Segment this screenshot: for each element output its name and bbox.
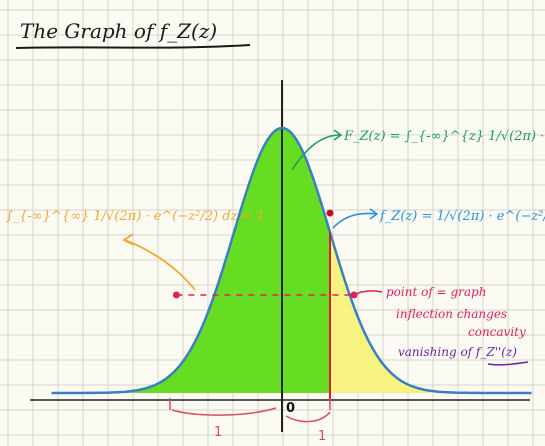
bell-curve: [51, 126, 532, 395]
inflection-text-3: concavity: [468, 325, 526, 339]
title-underline: [15, 44, 251, 49]
cdf-formula: F_Z(z) = ∫_{-∞}^{z} 1/√(2π) · e^(−t²/2) …: [343, 129, 545, 144]
area-under-curve-green: [51, 128, 330, 393]
inflection-arrow: [351, 290, 383, 297]
cdf-arrowhead: [333, 129, 343, 141]
area-right-tail-yellow: [330, 232, 532, 393]
vanishing-text: vanishing of f_Z''(z): [398, 345, 517, 359]
unit-bracket-right: 1: [285, 398, 331, 444]
total-probability-arrow: [124, 239, 196, 291]
vanishing-underline: [487, 361, 529, 366]
unit-bracket-left: 1: [169, 398, 277, 440]
cdf-arrow: [291, 134, 341, 171]
total-probability-arrowhead: [122, 233, 135, 246]
pdf-arrowhead: [369, 208, 379, 220]
pdf-formula: f_Z(z) = 1/√(2π) · e^(−z²/2): [379, 209, 545, 224]
unit-left-label: 1: [214, 425, 222, 440]
inflection-text-2: inflection changes: [396, 307, 507, 321]
unit-right-label: 1: [318, 429, 326, 444]
page-title: The Graph of f_Z(z): [20, 19, 217, 43]
inflection-text-1: point of = graph: [386, 285, 486, 299]
z-equals-one-point: [326, 209, 334, 217]
inflection-point-left: [172, 291, 180, 299]
total-probability-formula: ∫_{-∞}^{∞} 1/√(2π) · e^(−z²/2) dz = 1: [6, 209, 265, 224]
pdf-arrow: [332, 212, 377, 229]
origin-label: 0: [286, 401, 295, 416]
